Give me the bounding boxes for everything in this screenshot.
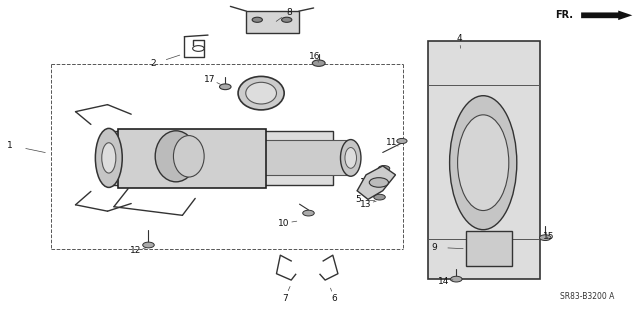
Text: 2: 2 bbox=[151, 59, 156, 68]
Ellipse shape bbox=[155, 131, 197, 182]
Ellipse shape bbox=[345, 147, 356, 168]
Text: 9: 9 bbox=[431, 243, 436, 252]
Ellipse shape bbox=[173, 136, 204, 177]
Ellipse shape bbox=[238, 77, 284, 110]
Text: SR83-B3200 A: SR83-B3200 A bbox=[560, 292, 614, 301]
Circle shape bbox=[143, 242, 154, 248]
Text: 5: 5 bbox=[356, 195, 361, 204]
Text: 14: 14 bbox=[438, 277, 449, 286]
Circle shape bbox=[451, 276, 462, 282]
Circle shape bbox=[397, 138, 407, 144]
Text: 16: 16 bbox=[309, 52, 321, 61]
Polygon shape bbox=[357, 166, 396, 199]
Text: 1: 1 bbox=[7, 141, 12, 150]
Circle shape bbox=[374, 194, 385, 200]
Text: 4: 4 bbox=[457, 34, 462, 43]
Text: 13: 13 bbox=[360, 178, 372, 187]
Bar bbox=[250, 140, 352, 175]
Ellipse shape bbox=[449, 96, 517, 230]
Text: 8: 8 bbox=[287, 8, 292, 17]
Text: 6: 6 bbox=[332, 294, 337, 303]
Text: 12: 12 bbox=[130, 246, 141, 255]
Circle shape bbox=[220, 84, 231, 90]
Circle shape bbox=[378, 166, 390, 171]
FancyArrow shape bbox=[581, 11, 632, 20]
Text: 10: 10 bbox=[278, 219, 289, 228]
Circle shape bbox=[303, 210, 314, 216]
Text: 7: 7 bbox=[282, 294, 287, 303]
Circle shape bbox=[540, 235, 551, 241]
Bar bbox=[118, 129, 266, 188]
Text: 11: 11 bbox=[386, 138, 397, 147]
Text: FR.: FR. bbox=[555, 10, 573, 20]
Text: 13: 13 bbox=[360, 200, 372, 209]
Bar bbox=[466, 231, 512, 266]
Text: 17: 17 bbox=[204, 75, 216, 84]
Ellipse shape bbox=[458, 115, 509, 211]
Text: 3: 3 bbox=[263, 80, 268, 89]
Ellipse shape bbox=[95, 129, 122, 188]
Circle shape bbox=[312, 60, 325, 66]
Bar bbox=[246, 11, 299, 33]
Circle shape bbox=[252, 17, 262, 22]
Ellipse shape bbox=[102, 143, 116, 173]
Ellipse shape bbox=[246, 82, 276, 104]
Ellipse shape bbox=[340, 140, 361, 176]
Circle shape bbox=[369, 178, 388, 187]
Circle shape bbox=[282, 17, 292, 22]
Bar bbox=[428, 41, 540, 279]
Bar bbox=[109, 131, 333, 185]
Text: 15: 15 bbox=[543, 232, 555, 241]
